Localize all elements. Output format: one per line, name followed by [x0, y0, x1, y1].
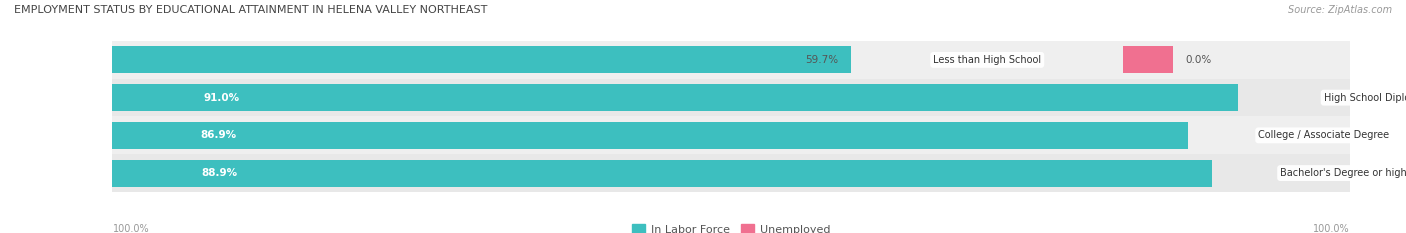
Bar	[112, 154, 1350, 192]
Text: 88.9%: 88.9%	[202, 168, 238, 178]
Text: EMPLOYMENT STATUS BY EDUCATIONAL ATTAINMENT IN HELENA VALLEY NORTHEAST: EMPLOYMENT STATUS BY EDUCATIONAL ATTAINM…	[14, 5, 488, 15]
Text: 91.0%: 91.0%	[204, 93, 240, 103]
Bar	[112, 41, 1350, 79]
Text: 100.0%: 100.0%	[1313, 224, 1350, 233]
Bar	[1123, 46, 1173, 73]
Text: College / Associate Degree: College / Associate Degree	[1258, 130, 1389, 140]
Text: Less than High School: Less than High School	[934, 55, 1042, 65]
Text: High School Diploma: High School Diploma	[1323, 93, 1406, 103]
Bar	[112, 84, 1239, 111]
Bar	[112, 122, 1188, 149]
Text: 86.9%: 86.9%	[200, 130, 236, 140]
Text: 59.7%: 59.7%	[806, 55, 839, 65]
Legend: In Labor Force, Unemployed: In Labor Force, Unemployed	[631, 224, 831, 233]
Bar	[112, 160, 1212, 187]
Bar	[112, 46, 851, 73]
Text: 0.0%: 0.0%	[1185, 55, 1212, 65]
Text: 100.0%: 100.0%	[112, 224, 149, 233]
Text: Source: ZipAtlas.com: Source: ZipAtlas.com	[1288, 5, 1392, 15]
Bar	[112, 116, 1350, 154]
Bar	[112, 79, 1350, 116]
Text: Bachelor's Degree or higher: Bachelor's Degree or higher	[1279, 168, 1406, 178]
